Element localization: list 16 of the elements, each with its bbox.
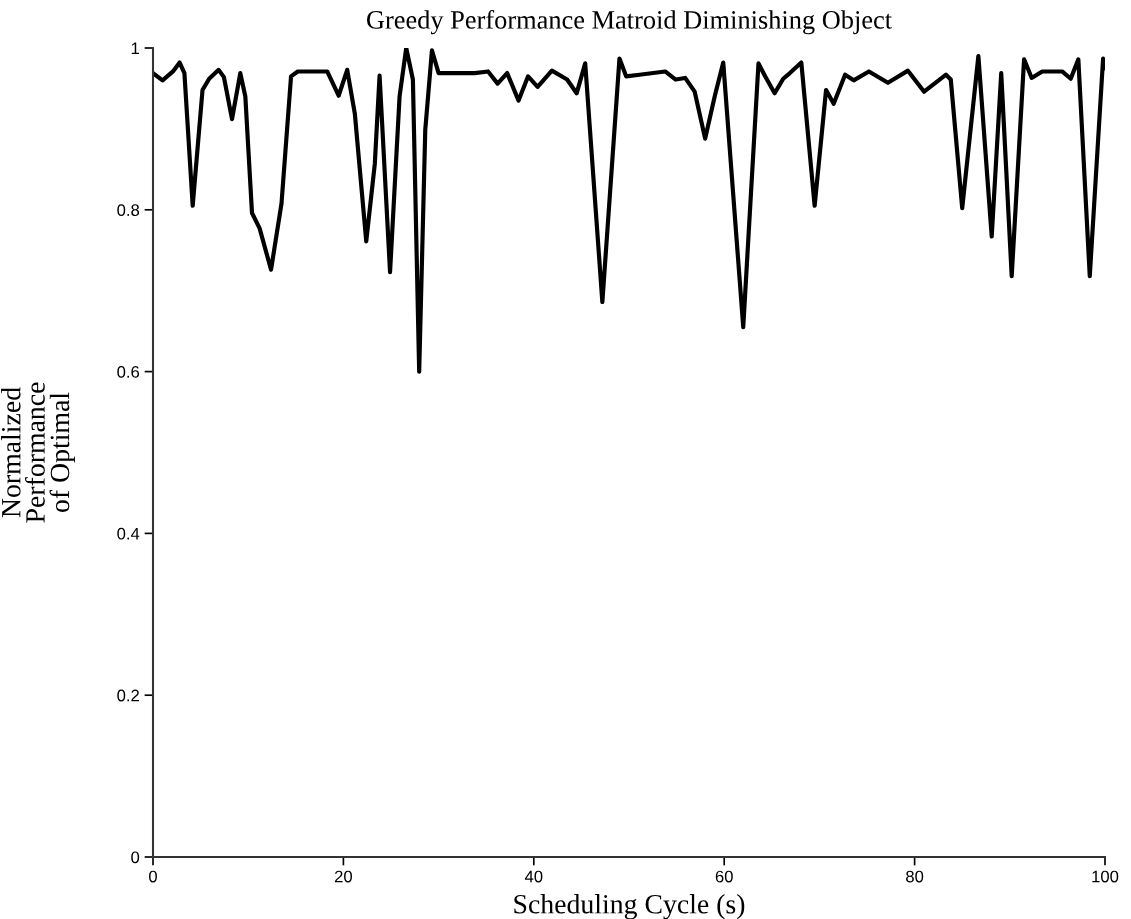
x-axis-title: Scheduling Cycle (s)	[514, 894, 745, 919]
x-tick-label: 60	[715, 870, 733, 883]
y-tick-label: 0.6	[117, 366, 140, 378]
y-tick-label: 0.4	[117, 527, 140, 540]
x-tick-label: 0	[149, 870, 157, 883]
y-axis-title: Normalized Performance of Optimal	[1, 382, 75, 523]
chart-title: Greedy Performance Matroid Diminishing Object	[367, 9, 892, 35]
x-tick-label: 40	[524, 870, 543, 883]
x-tick-label: 80	[906, 870, 924, 883]
y-tick-label: 0.8	[117, 204, 140, 216]
y-tick-label: 0	[131, 851, 140, 864]
x-tick-label: 20	[334, 870, 353, 883]
line-series	[153, 48, 1105, 374]
y-tick-label: 1	[131, 42, 139, 55]
x-tick-label: 100	[1092, 870, 1119, 883]
y-tick-label: 0.2	[117, 689, 139, 702]
